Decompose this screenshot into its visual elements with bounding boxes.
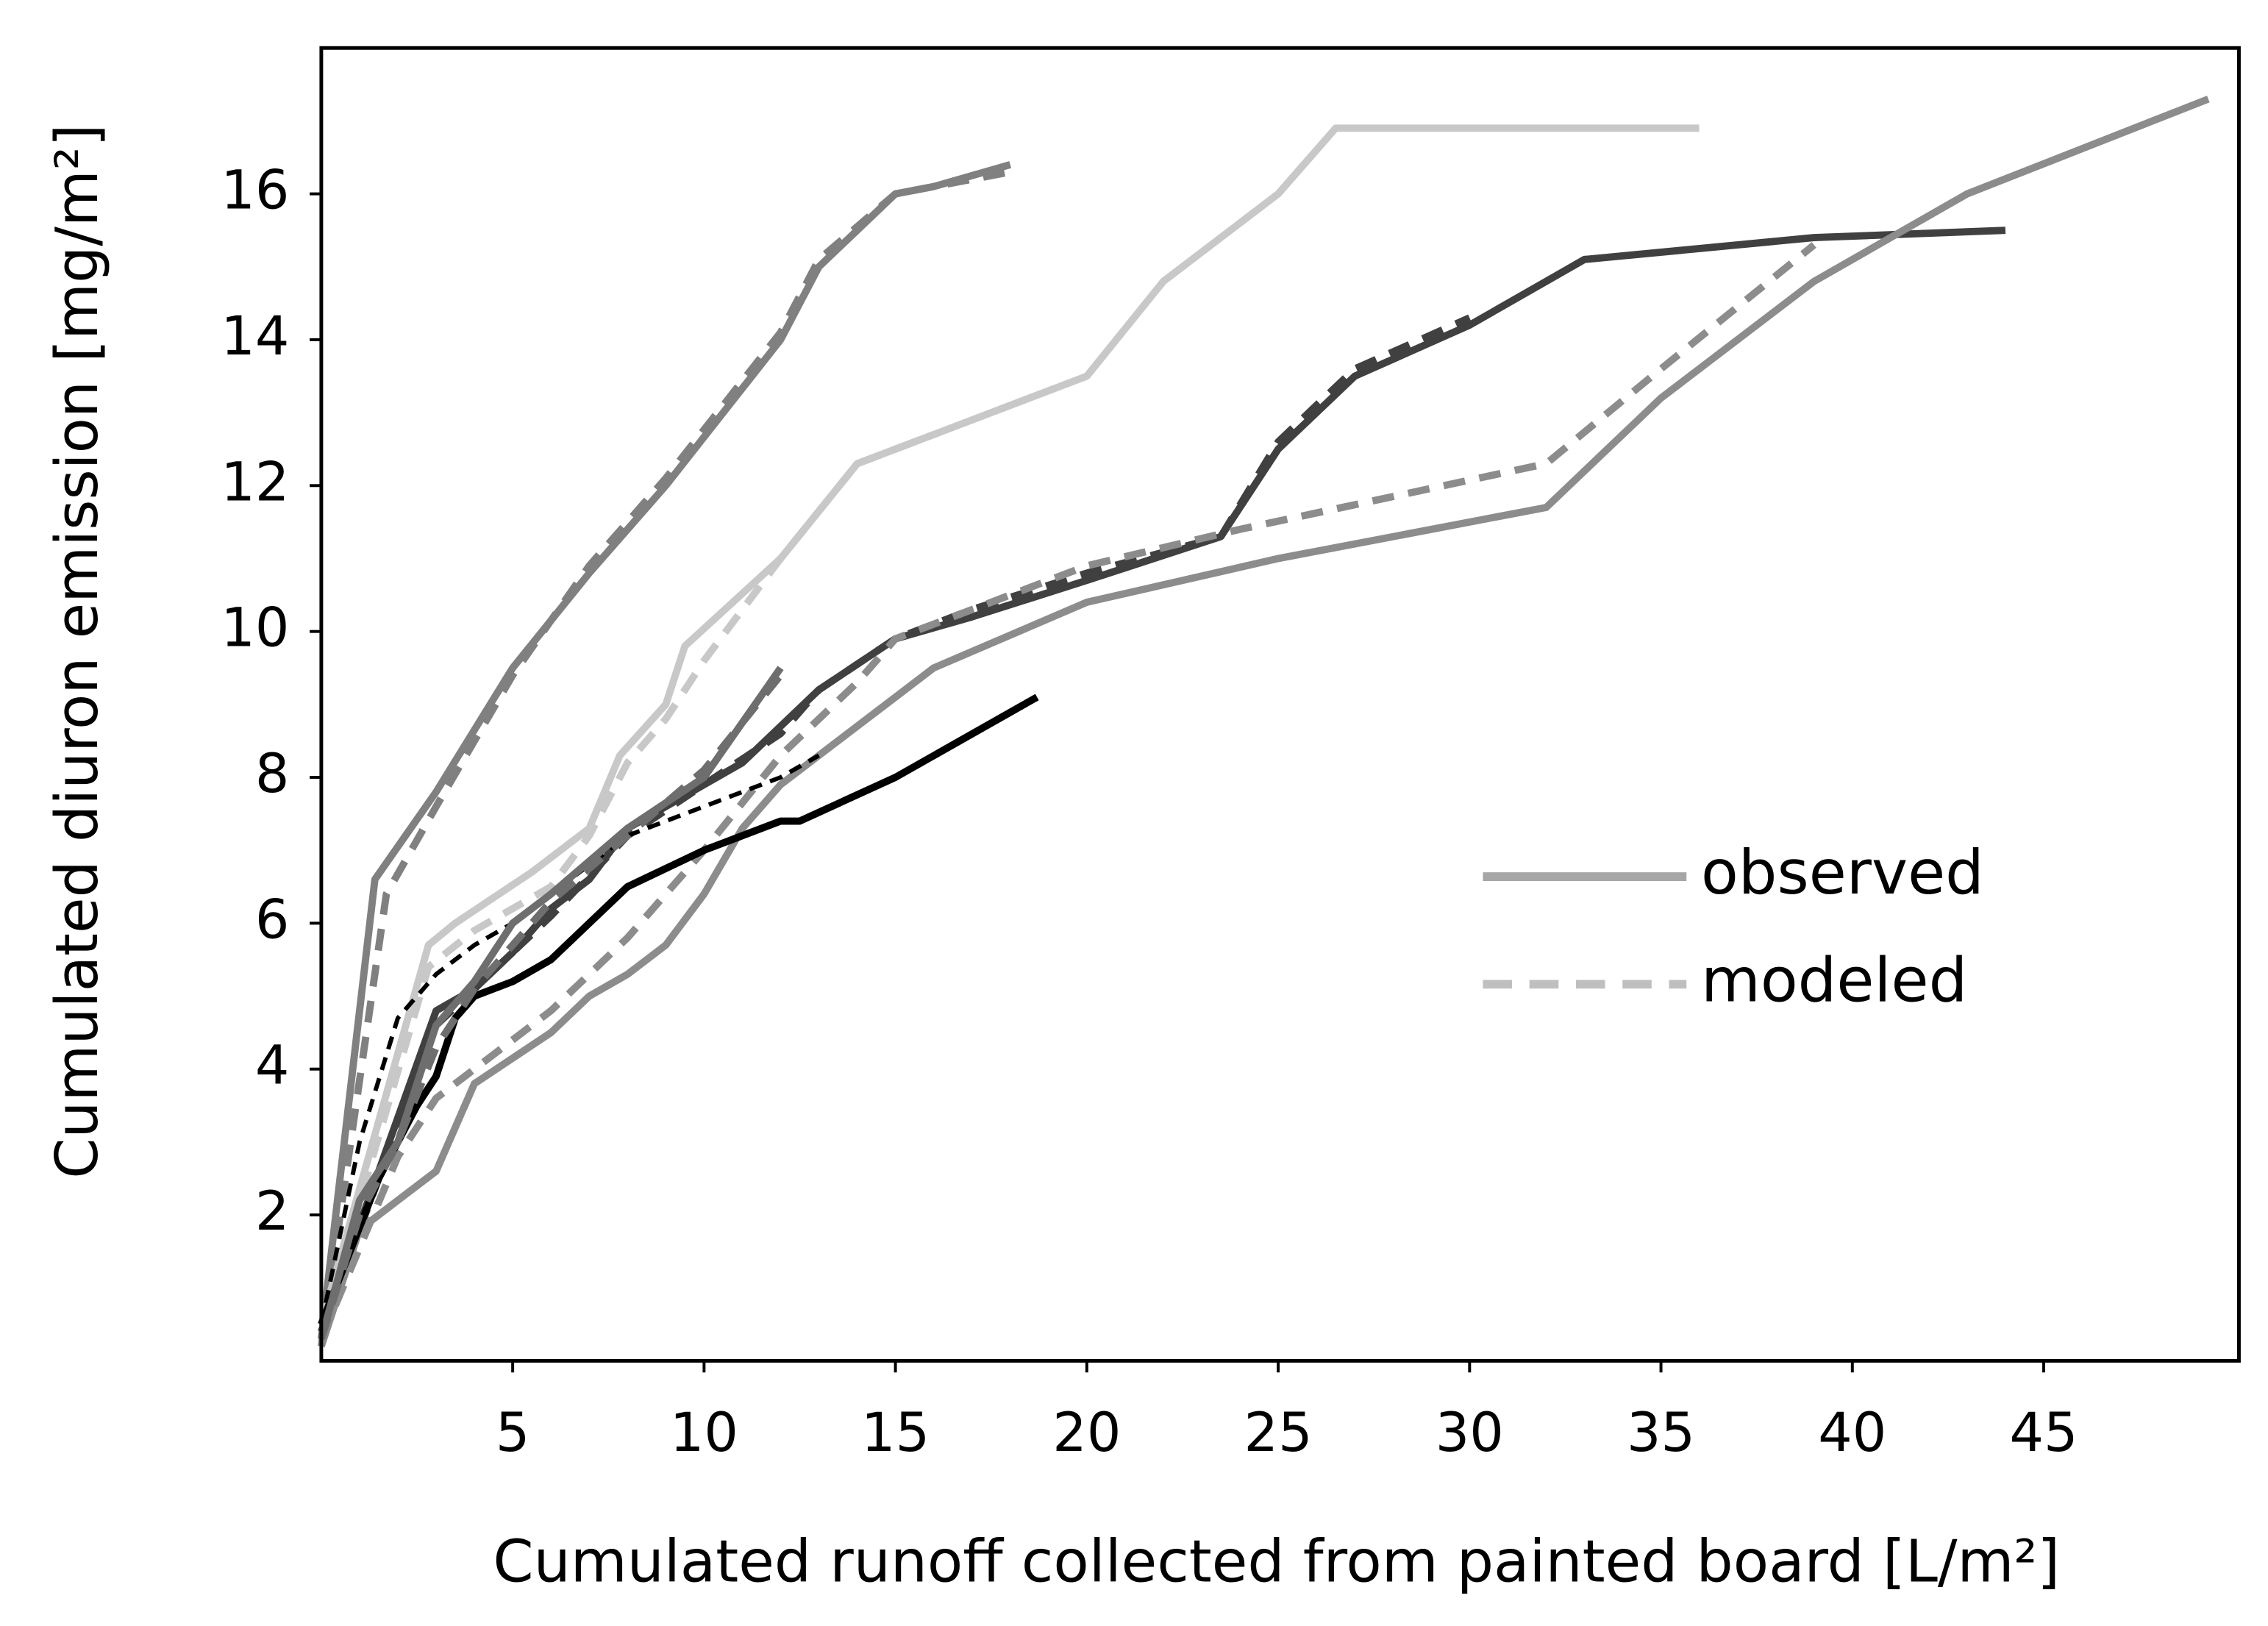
series-line	[318, 673, 784, 1341]
y-tick-label: 6	[255, 888, 290, 951]
x-tick-label: 30	[1436, 1402, 1504, 1464]
plot-frame	[319, 46, 2241, 1363]
legend-label: modeled	[1701, 944, 1967, 1016]
x-tick-label: 25	[1244, 1402, 1313, 1464]
y-tick-label: 14	[221, 305, 289, 368]
y-tick-label: 10	[221, 597, 289, 660]
series-line	[318, 693, 1039, 1326]
series-line	[318, 96, 2210, 1348]
x-tick-label: 10	[670, 1402, 738, 1464]
y-tick-label: 12	[221, 451, 289, 513]
series-line	[318, 124, 1700, 1326]
x-tick-label: 5	[496, 1402, 530, 1464]
x-tick-label: 40	[1818, 1402, 1886, 1464]
x-tick-label: 15	[861, 1402, 930, 1464]
x-tick-label: 20	[1052, 1402, 1121, 1464]
series-line	[318, 431, 935, 1333]
y-axis-title: Cumulated diuron emission [mg/m²]	[43, 124, 111, 1179]
x-tick-label: 45	[2009, 1402, 2078, 1464]
series-line	[318, 168, 1011, 1347]
y-tick-label: 2	[255, 1180, 290, 1243]
series-line	[318, 753, 820, 1325]
series-line	[317, 161, 1012, 1340]
y-tick-label: 4	[255, 1035, 290, 1097]
series-line	[318, 242, 1816, 1341]
series-line	[318, 666, 784, 1340]
x-tick-label: 35	[1627, 1402, 1695, 1464]
x-axis-title: Cumulated runoff collected from painted …	[493, 1528, 2060, 1596]
y-tick-label: 16	[221, 160, 289, 222]
y-tick-label: 8	[255, 743, 290, 805]
legend-label: observed	[1701, 837, 1984, 908]
